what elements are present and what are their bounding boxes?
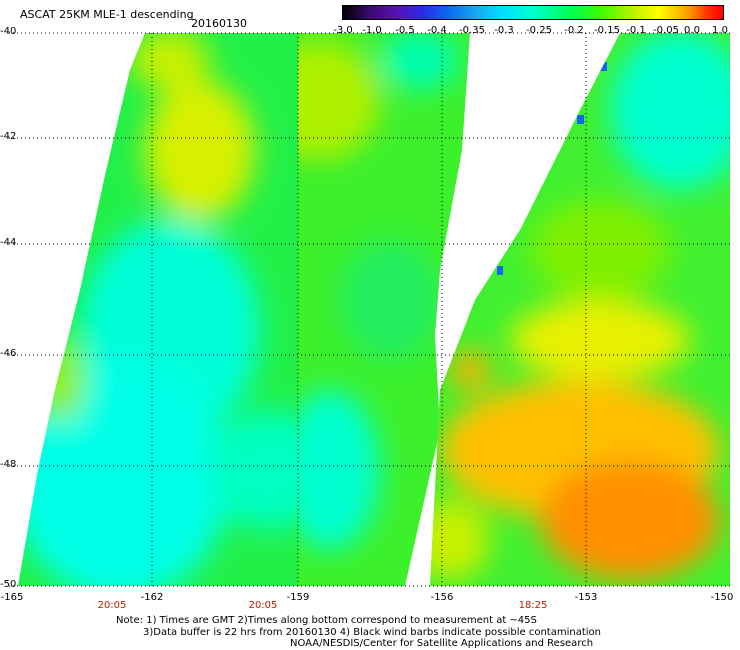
map-title: ASCAT 25KM MLE-1 descending (20, 8, 194, 21)
color-tick: -0.5 (395, 25, 415, 36)
color-scale-bar (342, 5, 724, 20)
color-tick: -1.0 (362, 25, 382, 36)
lat-label: -40 (0, 26, 17, 37)
lat-label: -48 (0, 459, 17, 470)
lon-label: -165 (0, 592, 24, 603)
lat-label: -44 (0, 237, 17, 248)
color-tick: -0.3 (494, 25, 514, 36)
color-tick: -0.05 (653, 25, 679, 36)
pass-time: 18:25 (518, 600, 548, 611)
color-tick: -0.4 (427, 25, 447, 36)
lat-label: -50 (0, 579, 17, 590)
color-tick: 0.0 (684, 25, 700, 36)
color-tick: -0.35 (459, 25, 485, 36)
color-tick: 1.0 (712, 25, 728, 36)
lon-label: -162 (140, 592, 164, 603)
lat-label: -46 (0, 348, 17, 359)
lon-label: -159 (286, 592, 310, 603)
lon-label: -153 (574, 592, 598, 603)
color-tick: -0.2 (564, 25, 584, 36)
color-tick: -3.0 (333, 25, 353, 36)
lat-label: -42 (0, 131, 17, 142)
color-tick: -0.1 (626, 25, 646, 36)
lon-label: -156 (430, 592, 454, 603)
pass-time: 20:05 (97, 600, 127, 611)
pass-time: 20:05 (248, 600, 278, 611)
color-tick: -0.25 (526, 25, 552, 36)
map-date: 20160130 (191, 17, 247, 30)
color-scale-ticks: -3.0 -1.0 -0.5 -0.4 -0.35 -0.3 -0.25 -0.… (330, 25, 740, 37)
note-line-2: 3)Data buffer is 22 hrs from 20160130 4)… (143, 627, 601, 638)
credit-line: NOAA/NESDIS/Center for Satellite Applica… (290, 638, 594, 649)
lon-label: -150 (710, 592, 734, 603)
left-swath (18, 33, 298, 586)
color-tick: -0.15 (594, 25, 620, 36)
graticule (9, 32, 731, 587)
note-line-1: Note: 1) Times are GMT 2)Times along bot… (116, 615, 537, 626)
